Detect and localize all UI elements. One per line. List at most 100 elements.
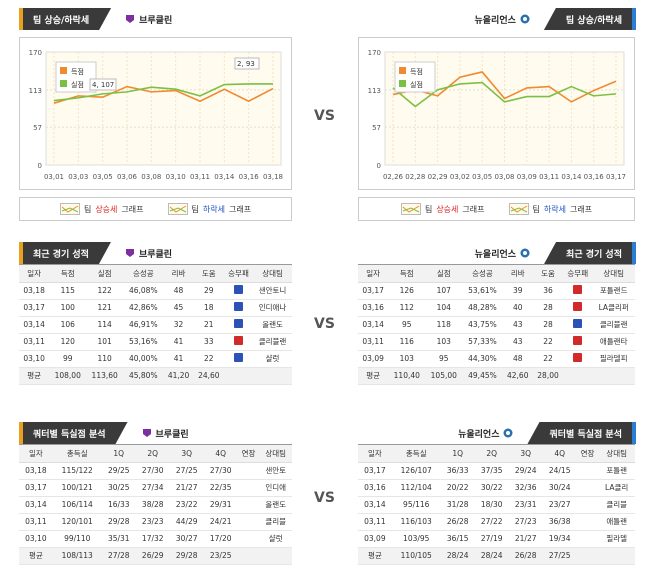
series-line	[53, 83, 273, 102]
table-cell: 27/28	[101, 547, 136, 565]
column-header: 실점	[425, 265, 463, 283]
x-tick-label: 03,09	[517, 173, 537, 181]
column-header: 도움	[193, 265, 224, 283]
recent-title-right: 최근 경기 성적	[544, 242, 636, 264]
table-cell: 03,18	[19, 282, 50, 300]
table-cell: 평균	[19, 367, 50, 385]
table-cell: 03,16	[358, 479, 392, 497]
table-cell: 95	[388, 316, 426, 334]
table-cell: 23/31	[508, 496, 543, 514]
table-cell: 21	[193, 316, 224, 334]
table-row: 03,17 100/121 30/25 27/34 21/27 22/35 인디애	[19, 479, 292, 497]
table-cell: 104	[425, 299, 463, 317]
recent-title-left: 최근 경기 성적	[19, 242, 111, 264]
table-cell	[237, 496, 260, 514]
right-trend-header: 뉴올리언스 팀 상승/하락세	[416, 8, 636, 30]
table-cell: 48	[163, 282, 194, 300]
quarter-title-left: 쿼터별 득실점 분석	[19, 422, 128, 444]
table-cell: 03,17	[19, 299, 50, 317]
tooltip-text: 4, 107	[92, 81, 114, 89]
y-tick-label: 0	[38, 162, 42, 170]
table-cell: 99/110	[52, 530, 102, 548]
table-cell	[253, 367, 292, 385]
table-cell: 03,11	[358, 333, 389, 351]
column-header: 도움	[532, 265, 564, 283]
table-cell: 03,14	[19, 316, 50, 334]
column-header: 상대팀	[253, 265, 292, 283]
tooltip-text: 2, 93	[237, 60, 255, 68]
x-tick-label: 03,02	[450, 173, 470, 181]
table-cell: 43	[502, 316, 533, 334]
table-cell	[576, 547, 599, 565]
result-cell	[563, 350, 593, 368]
table-cell: 100/121	[52, 479, 102, 497]
table-cell: 126/107	[391, 462, 441, 480]
table-cell: 인디애나	[253, 299, 292, 317]
column-header: 리바	[502, 265, 533, 283]
trend-graph-icon	[400, 203, 421, 215]
column-header: 상대팀	[598, 445, 635, 463]
table-cell: 108,00	[49, 367, 87, 385]
table-cell: 23/23	[135, 513, 170, 531]
table-cell: 03,09	[358, 530, 392, 548]
win-icon	[234, 302, 243, 311]
average-row: 평균 108,00 113,60 45,80% 41,20 24,60	[19, 367, 292, 385]
table-cell: 101	[86, 333, 124, 351]
table-cell: 30/27	[169, 530, 204, 548]
table-cell: 24,60	[193, 367, 224, 385]
y-tick-label: 0	[377, 162, 381, 170]
table-cell: 110	[86, 350, 124, 368]
x-tick-label: 03,11	[539, 173, 559, 181]
table-cell: 103/95	[391, 530, 441, 548]
x-tick-label: 02,26	[383, 173, 404, 181]
column-header: 연장	[576, 445, 599, 463]
result-cell	[563, 333, 593, 351]
y-tick-label: 57	[372, 124, 381, 132]
column-header: 실점	[86, 265, 124, 283]
left-quarter-header: 쿼터별 득실점 분석 브루클린	[19, 422, 189, 444]
trend-graph-icon	[59, 203, 80, 215]
table-cell: LA클리	[598, 479, 635, 497]
table-cell: 17/20	[203, 530, 238, 548]
table-cell: 03,17	[358, 462, 392, 480]
table-cell: 108/113	[52, 547, 102, 565]
table-row: 03,11 116/103 26/28 27/22 27/23 36/38 애틀랜	[358, 513, 635, 531]
table-cell: 27/22	[474, 513, 509, 531]
table-cell: 42,86%	[123, 299, 164, 317]
table-cell: 17/32	[135, 530, 170, 548]
table-cell: 110/105	[391, 547, 441, 565]
table-cell: 필라델	[598, 530, 635, 548]
table-cell: 27/25	[169, 462, 204, 480]
table-cell: 39	[502, 282, 533, 300]
team-left-label: 브루클린	[125, 247, 172, 260]
table-cell: 03,16	[358, 299, 389, 317]
result-cell	[223, 333, 254, 351]
left-trend-chart: 0 57 113 170 03,01 03,03 03,05 03,06 03,08 03,10 0…	[19, 37, 292, 190]
table-cell: 클리블랜	[253, 333, 292, 351]
legend-swatch	[399, 80, 406, 87]
table-cell: 27/19	[474, 530, 509, 548]
table-cell: 03,11	[19, 513, 53, 531]
x-tick-label: 03,08	[141, 173, 161, 181]
team-right-label: 뉴올리언스	[475, 247, 530, 260]
table-row: 03,10 99 110 40,00% 41 22 샬럿	[19, 350, 292, 368]
y-tick-label: 170	[29, 49, 42, 57]
table-cell: 30/25	[101, 479, 136, 497]
new-orleans-logo-icon	[520, 14, 530, 24]
team-left-label: 브루클린	[125, 13, 172, 26]
table-cell	[576, 462, 599, 480]
table-cell: 22	[532, 350, 564, 368]
table-cell: 105,00	[425, 367, 463, 385]
result-cell	[563, 299, 593, 317]
table-cell: 22	[193, 350, 224, 368]
table-cell: LA클리퍼	[592, 299, 635, 317]
loss-icon	[234, 336, 243, 345]
column-header: 연장	[237, 445, 260, 463]
result-cell	[223, 282, 254, 300]
table-cell: 03,17	[19, 479, 53, 497]
table-cell	[223, 367, 254, 385]
result-cell	[223, 350, 254, 368]
result-cell	[563, 316, 593, 334]
legend-label: 실점	[71, 80, 84, 89]
table-cell	[576, 479, 599, 497]
